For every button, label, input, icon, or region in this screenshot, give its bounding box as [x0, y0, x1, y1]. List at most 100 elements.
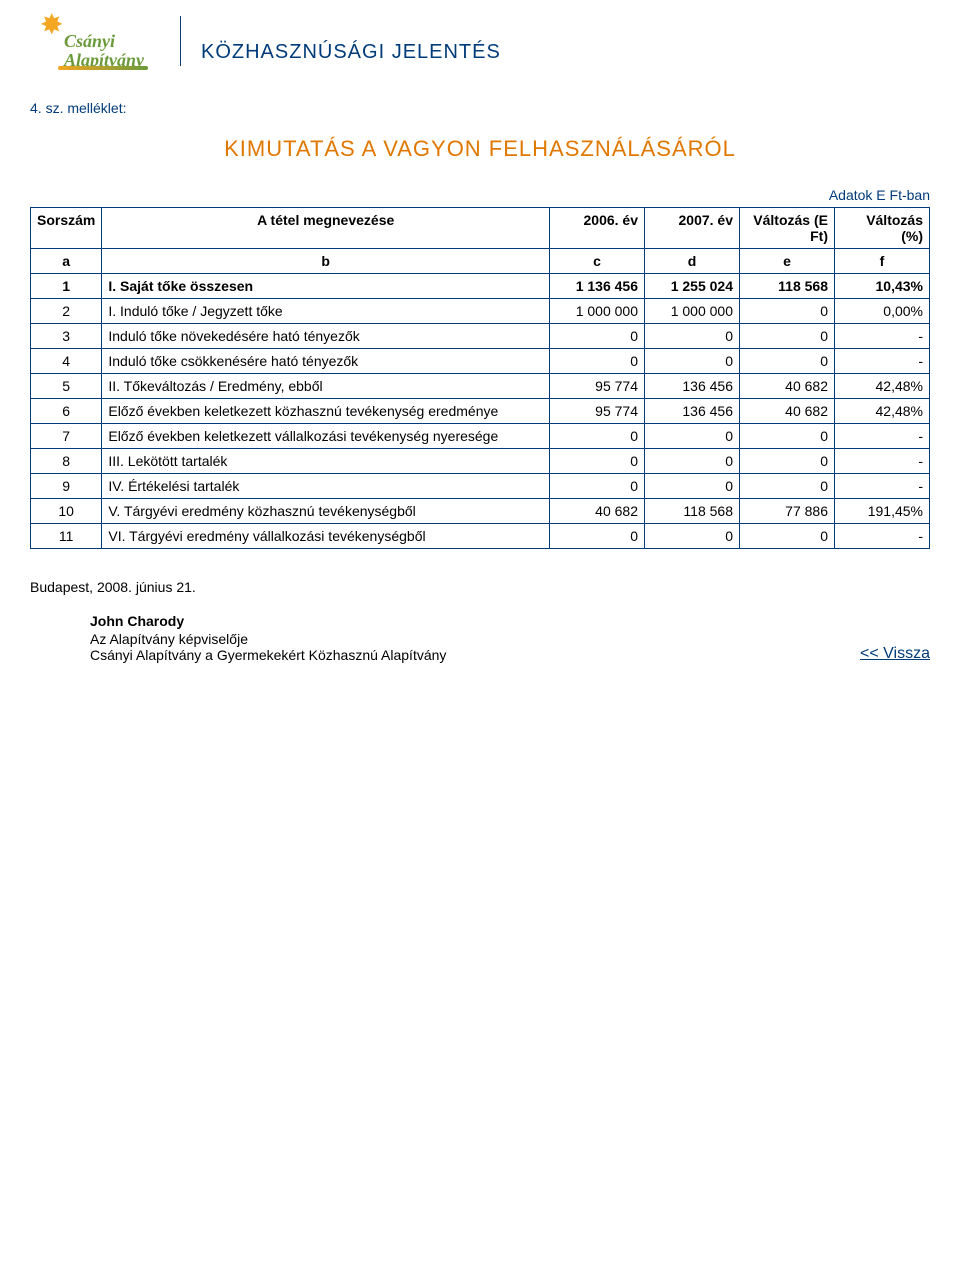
- cell-name: II. Tőkeváltozás / Eredmény, ebből: [102, 374, 550, 399]
- cell-valtozas-eft: 40 682: [740, 374, 835, 399]
- cell-2006: 1 136 456: [550, 274, 645, 299]
- cell-sorszam: 4: [31, 349, 102, 374]
- cell-name: IV. Értékelési tartalék: [102, 474, 550, 499]
- cell-valtozas-eft: 0: [740, 524, 835, 549]
- cell-2007: 136 456: [645, 399, 740, 424]
- table-row: 4Induló tőke csökkenésére ható tényezők0…: [31, 349, 930, 374]
- sun-hand-icon: ✸: [40, 8, 63, 41]
- cell-valtozas-eft: 118 568: [740, 274, 835, 299]
- col-2006: 2006. év: [550, 208, 645, 249]
- cell-sorszam: 6: [31, 399, 102, 424]
- cell-2006: 0: [550, 474, 645, 499]
- sub-f: f: [835, 249, 930, 274]
- cell-2006: 0: [550, 349, 645, 374]
- table-row: 2I. Induló tőke / Jegyzett tőke1 000 000…: [31, 299, 930, 324]
- cell-name: VI. Tárgyévi eredmény vállalkozási tevék…: [102, 524, 550, 549]
- logo-underline: [58, 66, 148, 70]
- cell-2007: 118 568: [645, 499, 740, 524]
- cell-2007: 0: [645, 524, 740, 549]
- attachment-label: 4. sz. melléklet:: [30, 100, 930, 116]
- cell-sorszam: 5: [31, 374, 102, 399]
- table-row: 3Induló tőke növekedésére ható tényezők0…: [31, 324, 930, 349]
- cell-valtozas-pct: 42,48%: [835, 399, 930, 424]
- cell-name: Induló tőke csökkenésére ható tényezők: [102, 349, 550, 374]
- cell-2007: 0: [645, 324, 740, 349]
- cell-sorszam: 8: [31, 449, 102, 474]
- back-link[interactable]: << Vissza: [860, 645, 930, 663]
- table-row: 9IV. Értékelési tartalék000-: [31, 474, 930, 499]
- cell-valtozas-pct: -: [835, 474, 930, 499]
- table-header-row-1: Sorszám A tétel megnevezése 2006. év 200…: [31, 208, 930, 249]
- cell-name: Induló tőke növekedésére ható tényezők: [102, 324, 550, 349]
- cell-valtozas-pct: 191,45%: [835, 499, 930, 524]
- cell-2007: 136 456: [645, 374, 740, 399]
- report-title: KÖZHASZNÚSÁGI JELENTÉS: [201, 41, 501, 64]
- document-footer: Budapest, 2008. június 21. John Charody …: [30, 579, 930, 663]
- cell-valtozas-pct: -: [835, 424, 930, 449]
- cell-valtozas-pct: -: [835, 349, 930, 374]
- cell-sorszam: 2: [31, 299, 102, 324]
- cell-sorszam: 7: [31, 424, 102, 449]
- cell-2006: 95 774: [550, 399, 645, 424]
- table-row: 7Előző években keletkezett vállalkozási …: [31, 424, 930, 449]
- sub-b: b: [102, 249, 550, 274]
- cell-2006: 0: [550, 424, 645, 449]
- cell-2006: 0: [550, 449, 645, 474]
- cell-name: III. Lekötött tartalék: [102, 449, 550, 474]
- cell-sorszam: 10: [31, 499, 102, 524]
- cell-valtozas-pct: -: [835, 324, 930, 349]
- col-sorszam: Sorszám: [31, 208, 102, 249]
- signer-role: Az Alapítvány képviselője: [90, 631, 446, 647]
- cell-2006: 0: [550, 524, 645, 549]
- table-header: Sorszám A tétel megnevezése 2006. év 200…: [31, 208, 930, 274]
- units-label: Adatok E Ft-ban: [30, 187, 930, 203]
- cell-valtozas-eft: 0: [740, 349, 835, 374]
- cell-name: Előző években keletkezett közhasznú tevé…: [102, 399, 550, 424]
- cell-name: I. Induló tőke / Jegyzett tőke: [102, 299, 550, 324]
- table-row: 8III. Lekötött tartalék000-: [31, 449, 930, 474]
- table-row: 10V. Tárgyévi eredmény közhasznú tevéken…: [31, 499, 930, 524]
- cell-valtozas-eft: 0: [740, 324, 835, 349]
- cell-2006: 40 682: [550, 499, 645, 524]
- cell-valtozas-eft: 0: [740, 449, 835, 474]
- sub-c: c: [550, 249, 645, 274]
- cell-sorszam: 3: [31, 324, 102, 349]
- table-row: 1I. Saját tőke összesen1 136 4561 255 02…: [31, 274, 930, 299]
- cell-valtozas-pct: 0,00%: [835, 299, 930, 324]
- cell-sorszam: 11: [31, 524, 102, 549]
- cell-valtozas-eft: 0: [740, 299, 835, 324]
- cell-valtozas-eft: 77 886: [740, 499, 835, 524]
- col-valtozas-pct: Változás (%): [835, 208, 930, 249]
- cell-name: Előző években keletkezett vállalkozási t…: [102, 424, 550, 449]
- cell-valtozas-pct: -: [835, 524, 930, 549]
- org-logo: ✸ Csányi Alapítvány: [30, 10, 160, 70]
- signer-org: Csányi Alapítvány a Gyermekekért Közhasz…: [90, 647, 446, 663]
- cell-valtozas-pct: 42,48%: [835, 374, 930, 399]
- sub-d: d: [645, 249, 740, 274]
- table-header-row-2: a b c d e f: [31, 249, 930, 274]
- cell-2006: 0: [550, 324, 645, 349]
- cell-2007: 1 255 024: [645, 274, 740, 299]
- table-row: 5II. Tőkeváltozás / Eredmény, ebből95 77…: [31, 374, 930, 399]
- cell-2006: 1 000 000: [550, 299, 645, 324]
- cell-valtozas-pct: 10,43%: [835, 274, 930, 299]
- org-name-line1: Csányi: [64, 31, 115, 51]
- signer-name: John Charody: [90, 613, 446, 629]
- cell-valtozas-pct: -: [835, 449, 930, 474]
- col-megnevezes: A tétel megnevezése: [102, 208, 550, 249]
- cell-2007: 0: [645, 449, 740, 474]
- asset-usage-table: Sorszám A tétel megnevezése 2006. év 200…: [30, 207, 930, 549]
- footer-date: Budapest, 2008. június 21.: [30, 579, 930, 595]
- main-title: KIMUTATÁS A VAGYON FELHASZNÁLÁSÁRÓL: [30, 136, 930, 162]
- table-row: 6Előző években keletkezett közhasznú tev…: [31, 399, 930, 424]
- cell-2007: 1 000 000: [645, 299, 740, 324]
- table-row: 11VI. Tárgyévi eredmény vállalkozási tev…: [31, 524, 930, 549]
- cell-2007: 0: [645, 474, 740, 499]
- cell-name: V. Tárgyévi eredmény közhasznú tevékenys…: [102, 499, 550, 524]
- col-2007: 2007. év: [645, 208, 740, 249]
- cell-valtozas-eft: 0: [740, 474, 835, 499]
- cell-valtozas-eft: 0: [740, 424, 835, 449]
- cell-2007: 0: [645, 349, 740, 374]
- sub-a: a: [31, 249, 102, 274]
- document-header: ✸ Csányi Alapítvány KÖZHASZNÚSÁGI JELENT…: [30, 10, 930, 70]
